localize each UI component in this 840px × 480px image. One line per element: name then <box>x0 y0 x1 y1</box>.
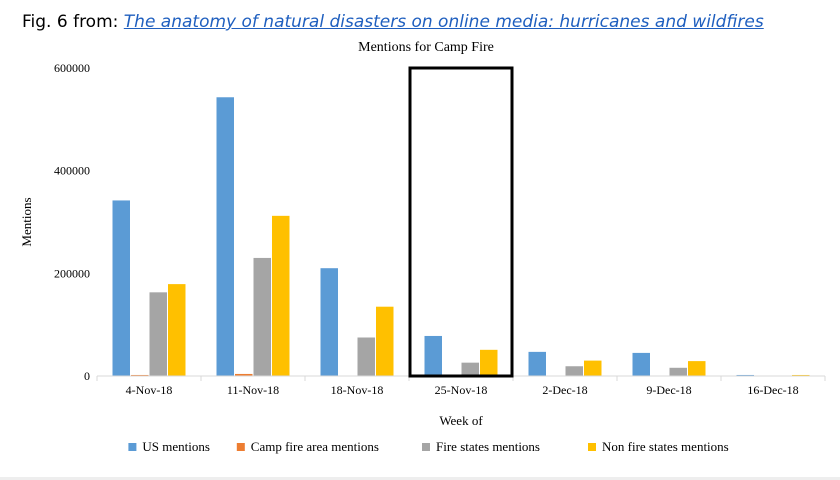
x-tick-label: 2-Dec-18 <box>542 383 587 397</box>
paper-title-link[interactable]: The anatomy of natural disasters on onli… <box>123 12 764 32</box>
y-axis-label: Mentions <box>19 197 34 246</box>
bar <box>131 374 149 376</box>
bar <box>272 215 290 376</box>
y-tick-label: 400000 <box>54 164 90 178</box>
x-tick-label: 16-Dec-18 <box>747 383 798 397</box>
bar <box>112 200 130 376</box>
x-tick-label: 18-Nov-18 <box>331 383 384 397</box>
bar <box>688 361 706 376</box>
figure-caption: Fig. 6 from: The anatomy of natural disa… <box>22 12 764 32</box>
bar <box>565 366 583 376</box>
bar <box>216 97 234 376</box>
bar <box>424 335 442 376</box>
y-tick-label: 0 <box>84 369 90 383</box>
x-tick-label: 9-Dec-18 <box>646 383 691 397</box>
bar <box>253 257 271 376</box>
x-tick-label: 4-Nov-18 <box>126 383 173 397</box>
legend-swatch <box>236 443 245 451</box>
legend-label: Fire states mentions <box>436 439 540 454</box>
chart-title: Mentions for Camp Fire <box>358 40 494 55</box>
bar <box>320 268 338 376</box>
x-tick-label: 25-Nov-18 <box>435 383 488 397</box>
bar <box>792 374 810 376</box>
figure-caption-prefix: Fig. 6 from: <box>22 12 124 32</box>
bar <box>357 337 375 376</box>
bar <box>736 374 754 376</box>
x-axis-label: Week of <box>439 413 483 428</box>
bar <box>632 352 650 376</box>
bar <box>669 367 687 376</box>
bar <box>168 284 186 376</box>
legend-label: Non fire states mentions <box>602 439 729 454</box>
legend-swatch <box>128 443 137 451</box>
legend-swatch <box>422 443 430 451</box>
y-tick-label: 200000 <box>54 266 90 280</box>
legend-swatch <box>588 443 596 451</box>
bar <box>149 292 167 376</box>
bar <box>376 306 394 376</box>
bar <box>584 360 602 376</box>
y-tick-label: 600000 <box>54 61 90 75</box>
legend-label: Camp fire area mentions <box>251 439 379 454</box>
bar <box>480 349 498 376</box>
plot-area: 0 200000 400000 600000 4-Nov-18 11-Nov-18 18-N… <box>54 61 826 397</box>
highlight-box <box>408 66 514 378</box>
legend-label: US mentions <box>142 439 210 454</box>
legend: US mentions Camp fire area mentions Fire s… <box>128 439 729 454</box>
x-tick-label: 11-Nov-18 <box>227 383 279 397</box>
bar <box>528 351 546 376</box>
bottom-divider <box>0 477 840 480</box>
bar <box>235 373 253 376</box>
bar <box>461 362 479 376</box>
